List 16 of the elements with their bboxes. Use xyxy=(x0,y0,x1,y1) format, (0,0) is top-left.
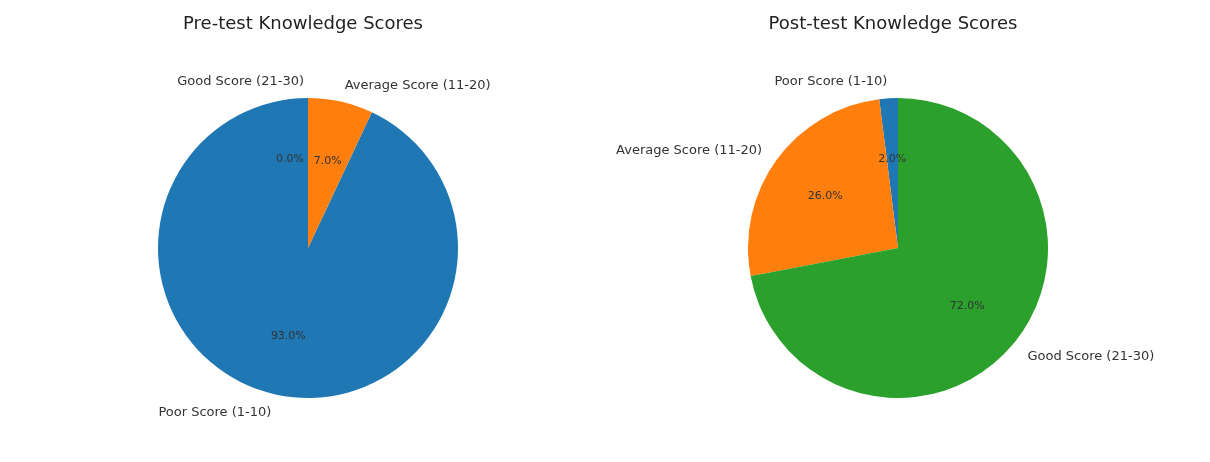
pie-slice xyxy=(308,98,372,248)
category-label: Good Score (21-30) xyxy=(177,72,304,88)
data-label: 7.0% xyxy=(313,153,342,167)
slice-label: Average Score (11-20) xyxy=(344,76,491,92)
data-label: 2.0% xyxy=(878,151,907,165)
slice-label: Poor Score (1-10) xyxy=(158,404,272,420)
slice-label: Average Score (11-20) xyxy=(616,141,763,157)
data-label: 93.0% xyxy=(270,329,306,343)
slice-label: Poor Score (1-10) xyxy=(774,72,888,88)
data-label: 72.0% xyxy=(949,298,985,312)
pie-slice xyxy=(158,98,458,398)
data-label: 26.0% xyxy=(807,188,843,202)
text: 0.0% xyxy=(276,151,304,165)
slice-label: Good Score (21-30) xyxy=(1027,347,1155,363)
chart-title: Post-test Knowledge Scores xyxy=(767,12,1019,33)
chart-title: Pre-test Knowledge Scores xyxy=(182,12,424,33)
